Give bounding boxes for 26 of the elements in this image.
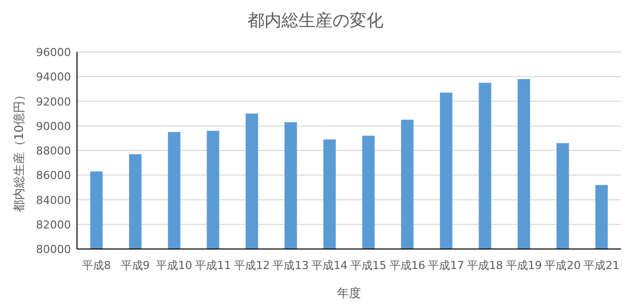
x-tick-label: 平成10	[156, 259, 192, 272]
y-tick-label: 94000	[36, 70, 71, 84]
y-tick-label: 88000	[36, 144, 71, 158]
x-tick-label: 平成9	[120, 259, 150, 272]
x-tick-label: 平成19	[506, 259, 542, 272]
x-tick-label: 平成16	[389, 259, 426, 272]
y-tick-label: 96000	[36, 46, 71, 59]
y-tick-label: 92000	[36, 95, 71, 108]
x-tick-label: 平成17	[428, 259, 464, 272]
x-tick-label: 平成11	[195, 259, 231, 272]
x-tick-label: 平成12	[234, 259, 270, 272]
y-axis-title: 都内総生産（10億円）	[12, 88, 26, 212]
x-axis-title: 年度	[337, 286, 361, 300]
x-tick-label: 平成21	[584, 259, 620, 272]
chart-title: 都内総生産の変化	[248, 11, 384, 31]
x-tick-label: 平成14	[312, 259, 348, 272]
x-tick-label: 平成15	[350, 259, 386, 272]
y-tick-label: 84000	[36, 194, 71, 207]
y-tick-label: 82000	[36, 218, 71, 232]
y-tick-label: 90000	[36, 120, 71, 133]
y-tick-label: 86000	[36, 169, 71, 182]
y-tick-label: 80000	[36, 243, 71, 256]
x-tick-label: 平成18	[467, 259, 503, 272]
x-tick-label: 平成20	[544, 259, 581, 272]
x-tick-label: 平成8	[82, 259, 111, 272]
x-tick-label: 平成13	[272, 259, 309, 272]
